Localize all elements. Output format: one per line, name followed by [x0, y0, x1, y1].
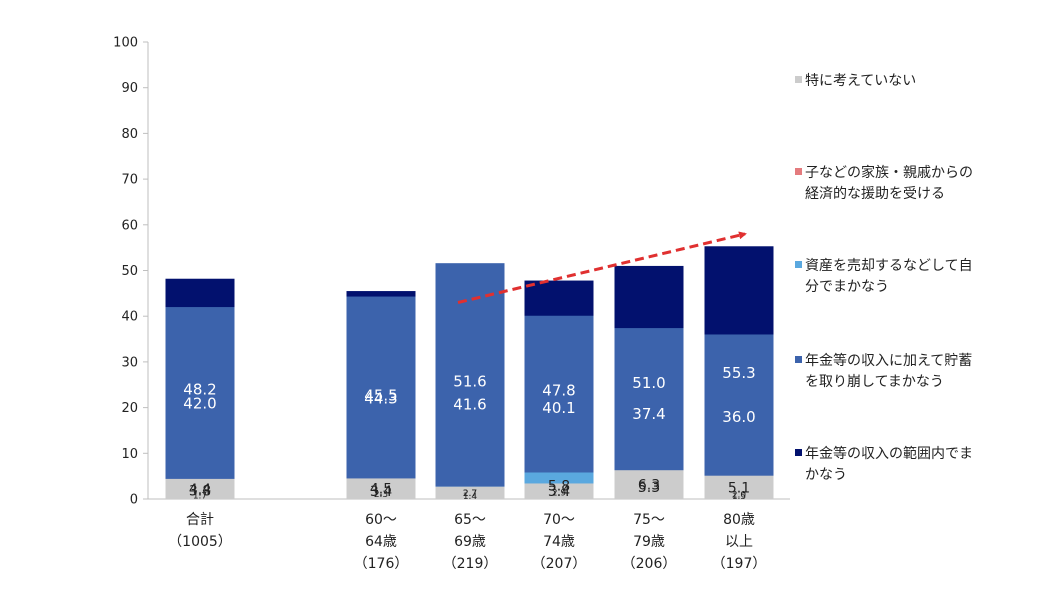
- trend-arrow: [457, 231, 747, 304]
- data-label: 44.3: [364, 389, 397, 407]
- bar-labels: 48.242.03.81.74.445.544.33.42.34.541.651…: [183, 364, 755, 502]
- x-category-label: 以上: [725, 534, 753, 550]
- data-label: 5.1: [728, 480, 750, 496]
- data-label: 41.6: [453, 395, 486, 413]
- y-tick-label: 60: [121, 218, 138, 233]
- bar-segment: [346, 296, 416, 499]
- y-tick-label: 30: [121, 355, 138, 370]
- bars: [165, 246, 774, 499]
- x-axis: 合計 （1005） 60～ 64歳 （176） 65～ 69歳 （219） 70～ 74歳 （207…: [168, 512, 766, 572]
- x-category-label: 80歳: [723, 512, 755, 528]
- legend-swatch: [795, 168, 802, 175]
- y-tick-label: 100: [113, 36, 138, 51]
- data-label: 55.3: [722, 364, 755, 382]
- data-label: 5.3: [638, 480, 660, 496]
- legend-swatch: [795, 76, 802, 83]
- data-label: 51.0: [632, 374, 665, 392]
- data-label: 40.1: [542, 399, 575, 417]
- y-tick-label: 20: [121, 401, 138, 416]
- bar-segment: [165, 307, 235, 499]
- x-category-label: （197）: [712, 556, 767, 572]
- data-label: 4.5: [370, 482, 392, 498]
- legend-label: 資産を売却するなどして自: [805, 258, 973, 274]
- data-label: 47.8: [542, 381, 575, 399]
- data-label: 1.4: [463, 492, 478, 502]
- bar-segment: [704, 475, 774, 499]
- data-label: 45.5: [364, 387, 397, 405]
- y-tick-label: 90: [121, 81, 138, 96]
- x-category-label: （207）: [532, 556, 587, 572]
- y-tick-label: 0: [130, 493, 138, 508]
- data-label: 36.0: [722, 408, 755, 426]
- data-label: 48.2: [183, 380, 216, 398]
- data-label: 42.0: [183, 395, 216, 413]
- x-category-label: （176）: [354, 556, 409, 572]
- data-label: 51.6: [453, 373, 486, 391]
- x-category-label: （1005）: [168, 534, 232, 550]
- bar-segment: [165, 478, 235, 499]
- legend-swatch: [795, 356, 802, 363]
- bar-segment: [524, 315, 594, 499]
- data-label: 2.9: [552, 489, 567, 499]
- legend-swatch: [795, 261, 802, 268]
- data-label: 1.5: [732, 492, 746, 502]
- bar-segment: [524, 483, 594, 499]
- x-category-label: 60～: [365, 512, 397, 528]
- data-label: 2.7: [463, 489, 477, 499]
- x-category-label: 79歳: [633, 534, 665, 550]
- data-label: 1.7: [193, 491, 207, 501]
- data-label: 3.4: [548, 484, 570, 500]
- data-label: 6.3: [638, 478, 660, 494]
- bar-segment: [614, 470, 684, 499]
- trend-arrow-group: [457, 231, 747, 304]
- x-category-label: 69歳: [454, 534, 486, 550]
- data-label: 3.4: [370, 484, 392, 500]
- x-category-label: （219）: [443, 556, 498, 572]
- x-category-label: 65～: [454, 512, 486, 528]
- data-label: 2.7: [463, 489, 477, 499]
- x-category-label: 70～: [543, 512, 575, 528]
- bar-segment: [346, 478, 416, 499]
- legend-label: 経済的な援助を受ける: [805, 186, 945, 202]
- bar-segment: [704, 334, 774, 499]
- x-category-label: 75～: [633, 512, 665, 528]
- data-label: 2.0: [732, 491, 747, 501]
- x-category-label: 74歳: [543, 534, 575, 550]
- data-label: 4.4: [189, 482, 211, 498]
- y-tick-label: 10: [121, 447, 138, 462]
- data-label: 2.3: [374, 490, 388, 500]
- bar-segment: [435, 486, 505, 499]
- legend-label: 特に考えていない: [805, 73, 916, 89]
- y-tick-label: 70: [121, 173, 138, 188]
- x-category-label: 合計: [186, 512, 214, 528]
- legend-label: かなう: [805, 467, 847, 483]
- y-tick-label: 40: [121, 310, 138, 325]
- legend-swatch: [795, 449, 802, 456]
- y-tick-label: 80: [121, 127, 138, 142]
- legend-label: 年金等の収入の範囲内でま: [805, 445, 973, 462]
- legend-label: を取り崩してまかなう: [805, 374, 944, 390]
- data-label: 5.8: [548, 479, 570, 495]
- legend-label: 分でまかなう: [805, 279, 889, 295]
- legend-label: 年金等の収入に加えて貯蓄: [805, 352, 972, 369]
- x-category-label: （206）: [622, 556, 677, 572]
- data-label: 3.8: [189, 483, 211, 499]
- y-tick-label: 50: [121, 264, 138, 279]
- data-label: 37.4: [632, 405, 665, 423]
- legend: 特に考えていない子などの家族・親戚からの経済的な援助を受ける資産を売却するなどし…: [795, 73, 973, 483]
- x-category-label: 64歳: [365, 534, 397, 550]
- bar-segment: [435, 263, 505, 499]
- legend-label: 子などの家族・親戚からの: [805, 164, 973, 181]
